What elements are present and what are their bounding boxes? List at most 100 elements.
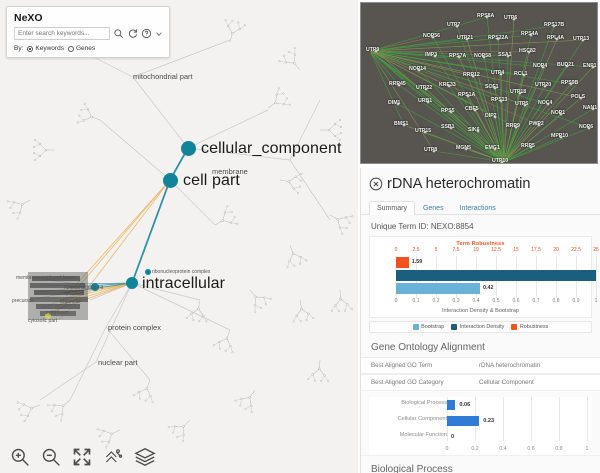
node-label-nuclear-part: nuclear part xyxy=(98,358,138,367)
node-cellular-component[interactable] xyxy=(181,141,196,156)
gene-node-rps4a[interactable]: RPS4A xyxy=(521,31,539,37)
gene-node-utp6[interactable]: UTP6 xyxy=(504,15,518,21)
gene-node-sof1[interactable]: SOF1 xyxy=(485,84,499,90)
gene-node-rps22a[interactable]: RPS22A xyxy=(488,35,509,41)
gene-node-utp15[interactable]: UTP15 xyxy=(415,128,432,134)
tab-genes[interactable]: Genes xyxy=(422,205,444,212)
gene-node-rrp9[interactable]: RRP9 xyxy=(506,123,520,129)
go-tick-1: 0.2 xyxy=(471,446,479,452)
bottom-tick-8: 0.8 xyxy=(552,298,560,304)
gene-node-rps17b[interactable]: RPS17B xyxy=(544,22,565,28)
gene-node-rrp45[interactable]: RRP45 xyxy=(389,81,406,87)
node-cell-part[interactable] xyxy=(163,173,178,188)
top-tick-10: 25 xyxy=(593,247,599,253)
search-icon[interactable] xyxy=(113,28,124,39)
gene-node-enp1[interactable]: ENP1 xyxy=(583,63,597,69)
bottom-axis-ticks: 0 0.1 0.2 0.3 0.4 0.5 0.6 0.7 0.8 0.9 1 xyxy=(374,298,598,307)
gene-node-kre33[interactable]: KRE33 xyxy=(439,82,456,88)
go-tick-3: 0.6 xyxy=(527,446,535,452)
gene-node-nop58[interactable]: NOP58 xyxy=(474,53,492,59)
gene-node-utp22[interactable]: UTP22 xyxy=(416,85,433,91)
go-bar-value: 0.23 xyxy=(483,418,495,424)
chevron-down-icon[interactable] xyxy=(155,30,163,38)
search-panel[interactable]: NeXO By: xyxy=(6,6,170,58)
gene-node-bms1[interactable]: BMS1 xyxy=(394,121,409,127)
zoom-out-icon[interactable] xyxy=(41,447,61,467)
gene-node-nop6[interactable]: NOP6 xyxy=(579,124,594,130)
radio-keywords[interactable]: Keywords xyxy=(27,45,64,52)
gene-node-utp5[interactable]: UTP5 xyxy=(515,101,529,107)
gene-node-noc4[interactable]: NOC4 xyxy=(538,100,553,106)
gene-node-rps7a[interactable]: RPS7A xyxy=(449,53,467,59)
tab-interactions[interactable]: Interactions xyxy=(459,205,496,212)
go-category-label: Biological Process xyxy=(401,400,447,406)
radio-keywords-dot[interactable] xyxy=(27,45,34,52)
radio-genes-dot[interactable] xyxy=(67,45,74,52)
top-tick-1: 2.5 xyxy=(412,247,420,253)
gene-node-utp8[interactable]: UTP8 xyxy=(424,147,438,153)
gene-node-utp20[interactable]: UTP20 xyxy=(535,82,552,88)
help-icon[interactable] xyxy=(141,28,152,39)
gene-node-cbf5[interactable]: CBF5 xyxy=(465,106,479,112)
gene-node-sik6[interactable]: SIK6 xyxy=(468,127,480,133)
gene-node-pols[interactable]: POLS xyxy=(571,94,586,100)
top-tick-8: 20 xyxy=(553,247,559,253)
gene-node-rps5[interactable]: RPS5 xyxy=(441,108,455,114)
tab-summary[interactable]: Summary xyxy=(369,201,415,215)
go-bar xyxy=(447,400,456,410)
close-circle-icon[interactable] xyxy=(369,177,383,191)
gene-node-bud21[interactable]: BUD21 xyxy=(557,62,575,68)
gene-node-utp21[interactable]: UTP21 xyxy=(457,35,474,41)
search-input[interactable] xyxy=(14,27,110,40)
gene-node-imp3[interactable]: IMP3 xyxy=(425,52,438,58)
term-detail-panel[interactable]: rDNA heterochromatin Summary Genes Inter… xyxy=(360,168,600,473)
gene-node-utp18[interactable]: UTP18 xyxy=(510,89,527,95)
gene-node-pwp2[interactable]: PWP2 xyxy=(529,121,544,127)
zoom-in-icon[interactable] xyxy=(10,447,30,467)
ontology-network-panel[interactable]: cellular_component cell part intracellul… xyxy=(0,0,358,473)
gene-node-nop4[interactable]: NOP4 xyxy=(533,63,548,69)
refresh-icon[interactable] xyxy=(127,28,138,39)
bottom-tick-2: 0.2 xyxy=(432,298,440,304)
gene-node-nop14[interactable]: NOP14 xyxy=(409,66,427,72)
gene-node-utp4[interactable]: UTP4 xyxy=(491,70,505,76)
detail-tabs[interactable]: Summary Genes Interactions xyxy=(361,194,600,215)
node-intracellular[interactable] xyxy=(126,277,138,289)
gene-node-rrp5[interactable]: RRP5 xyxy=(521,143,535,149)
go-bar-value: 0.06 xyxy=(459,402,471,408)
gene-node-utp13[interactable]: UTP13 xyxy=(573,36,590,42)
gene-interaction-network[interactable]: UTP9 UTP7 RPS8A UTP6 RPS17B NOP56 UTP21 RPS22A R… xyxy=(360,2,598,164)
layers-icon[interactable] xyxy=(134,446,156,468)
gene-node-dim1[interactable]: DIM1 xyxy=(388,100,401,106)
gene-node-emg1[interactable]: EMG1 xyxy=(485,145,500,151)
row-best-aligned-go-term: Best Aligned GO Term rDNA heterochromati… xyxy=(361,357,600,374)
gene-node-mpp10[interactable]: MPP10 xyxy=(551,133,569,139)
chevron-up-network-icon[interactable] xyxy=(103,447,123,467)
go-tick-5: 1 xyxy=(585,446,589,452)
gene-node-rps8a[interactable]: RPS8A xyxy=(477,13,495,19)
ontology-network-graph[interactable] xyxy=(0,0,358,473)
gene-node-rps1a[interactable]: RPS1A xyxy=(458,92,476,98)
gene-node-utp7[interactable]: UTP7 xyxy=(447,22,461,28)
gene-node-rps13[interactable]: RPS13 xyxy=(491,97,508,103)
network-toolbar[interactable] xyxy=(0,441,358,473)
fit-screen-icon[interactable] xyxy=(72,447,92,467)
gene-node-hsc82[interactable]: HSC82 xyxy=(519,48,536,54)
node-label-ribosomal-subunit: ribosomal subunit xyxy=(64,285,104,291)
gene-node-mgn5[interactable]: MGN5 xyxy=(456,145,471,151)
gene-node-dip2[interactable]: DIP2 xyxy=(485,113,497,119)
radio-genes[interactable]: Genes xyxy=(67,45,95,52)
node-label-precursor: precursor xyxy=(12,298,34,304)
gene-node-rrp12[interactable]: RRP12 xyxy=(463,72,480,78)
gene-node-utp9[interactable]: UTP9 xyxy=(366,47,380,53)
gene-node-nan1[interactable]: NAN1 xyxy=(583,105,598,111)
gene-node-rcl1[interactable]: RCL1 xyxy=(514,71,528,77)
gene-node-urb1[interactable]: URB1 xyxy=(418,98,433,104)
gene-node-ssa1[interactable]: SSA1 xyxy=(498,52,512,58)
gene-node-rps9b[interactable]: RPS9B xyxy=(561,80,579,86)
gene-node-nop1[interactable]: NOP1 xyxy=(551,110,566,116)
gene-node-nop56[interactable]: NOP56 xyxy=(423,33,441,39)
gene-node-utp10[interactable]: UTP10 xyxy=(492,158,509,164)
gene-node-ssb1[interactable]: SSB1 xyxy=(441,124,455,130)
gene-node-rpl4a[interactable]: RPL4A xyxy=(547,35,565,41)
